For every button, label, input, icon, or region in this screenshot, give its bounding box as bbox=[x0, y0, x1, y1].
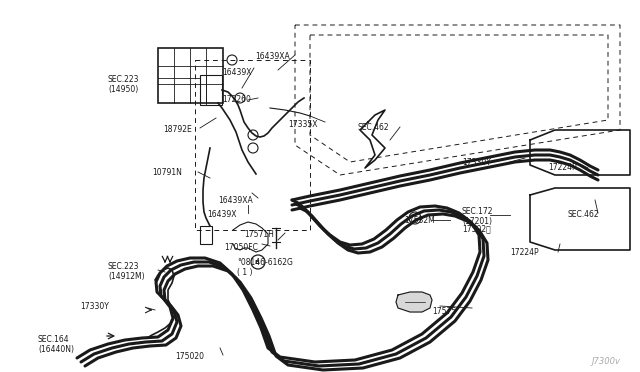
Text: B: B bbox=[255, 260, 259, 264]
Text: SEC.462: SEC.462 bbox=[358, 123, 390, 132]
Polygon shape bbox=[396, 292, 432, 312]
Text: SEC.172
(17201): SEC.172 (17201) bbox=[462, 207, 493, 227]
Text: SEC.223
(14950): SEC.223 (14950) bbox=[108, 75, 140, 94]
Text: 16439XA: 16439XA bbox=[218, 196, 253, 205]
Text: °08146-6162G
( 1 ): °08146-6162G ( 1 ) bbox=[237, 258, 293, 278]
Text: 17330Y: 17330Y bbox=[80, 302, 109, 311]
Text: 16439XA: 16439XA bbox=[255, 52, 290, 61]
Text: 18792E: 18792E bbox=[163, 125, 192, 134]
Text: 17224P: 17224P bbox=[548, 163, 577, 172]
Text: SEC.164
(16440N): SEC.164 (16440N) bbox=[38, 335, 74, 355]
Text: 17571H: 17571H bbox=[244, 230, 274, 239]
Text: 175020: 175020 bbox=[175, 352, 204, 361]
Text: 17502⃣: 17502⃣ bbox=[462, 224, 491, 233]
Text: 16439X: 16439X bbox=[207, 210, 237, 219]
Text: 10791N: 10791N bbox=[152, 168, 182, 177]
FancyBboxPatch shape bbox=[200, 226, 212, 244]
Text: SEC.462: SEC.462 bbox=[568, 210, 600, 219]
Text: 17575: 17575 bbox=[432, 307, 456, 316]
Text: J7300v: J7300v bbox=[591, 357, 620, 366]
Text: 172260: 172260 bbox=[222, 95, 251, 104]
Text: 17050FC: 17050FC bbox=[224, 243, 258, 252]
Text: SEC.223
(14912M): SEC.223 (14912M) bbox=[108, 262, 145, 281]
Text: 17335X: 17335X bbox=[288, 120, 317, 129]
Text: 16439X: 16439X bbox=[222, 68, 252, 77]
Text: 17224P: 17224P bbox=[510, 248, 539, 257]
Text: 17330Y: 17330Y bbox=[462, 158, 491, 167]
Text: 17532M: 17532M bbox=[404, 216, 435, 225]
